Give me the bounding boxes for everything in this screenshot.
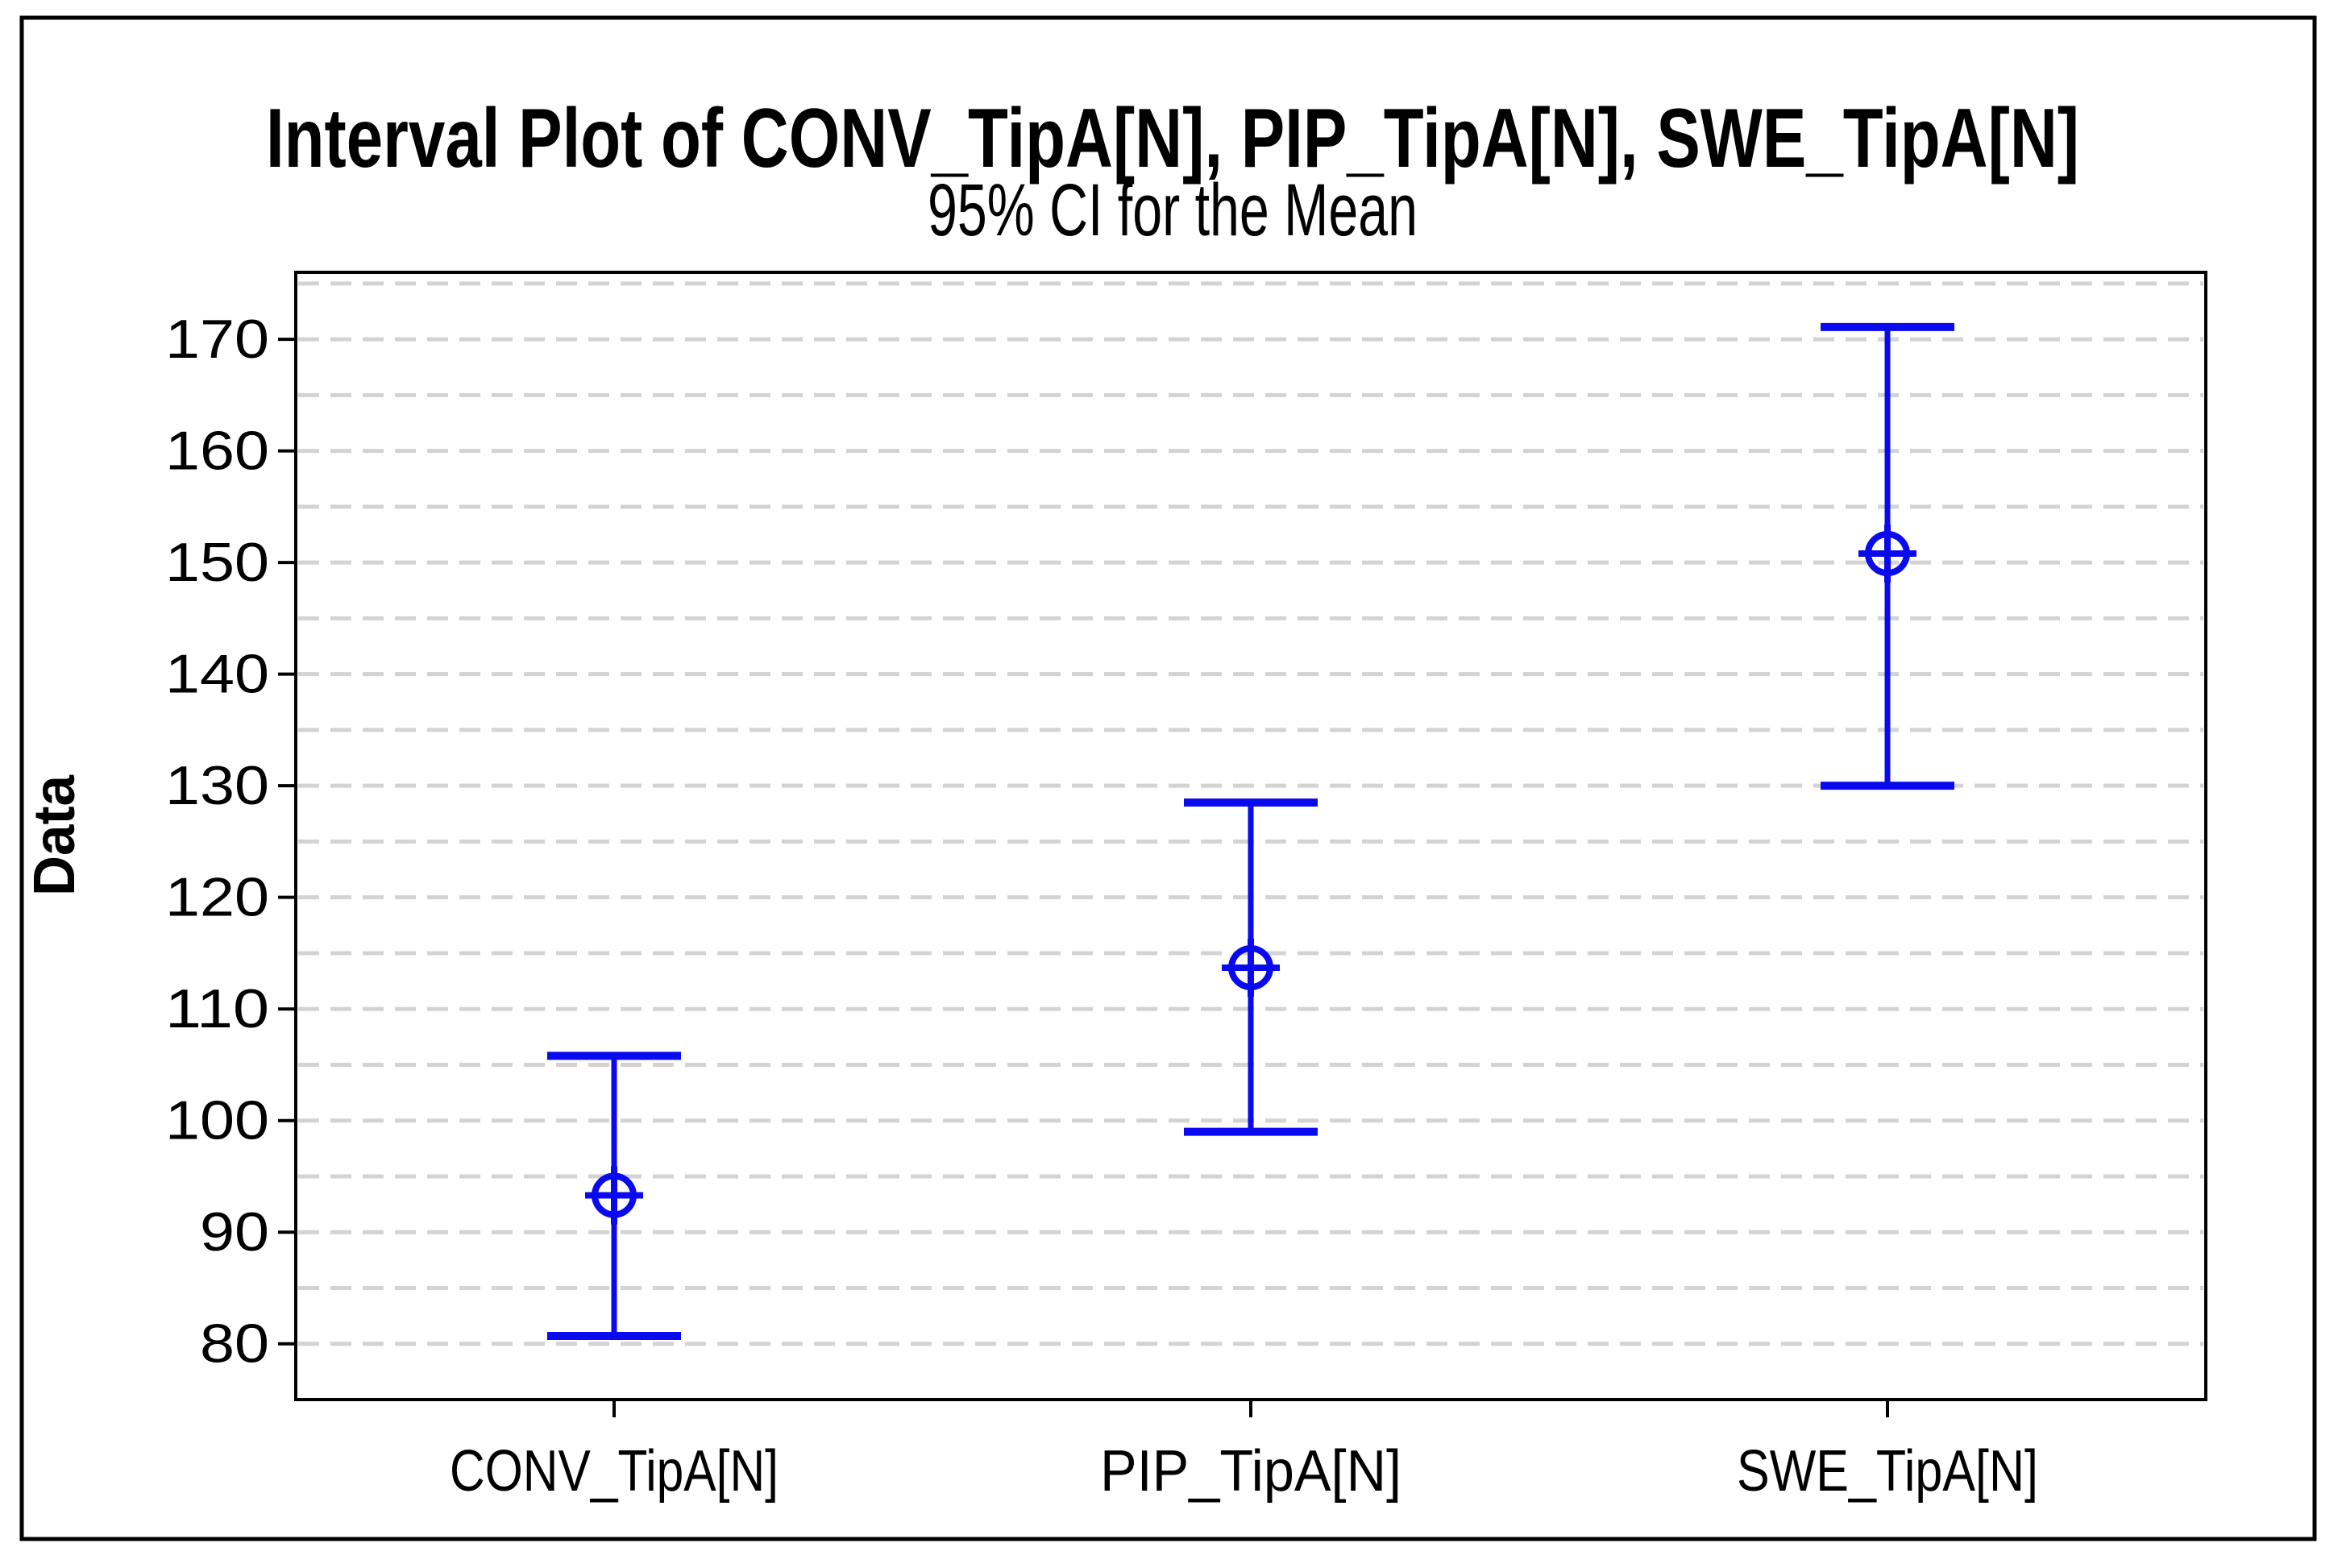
chart-title: Interval Plot of CONV_TipA[N], PIP_TipA[… [266, 92, 2079, 185]
y-axis-label: Data [23, 774, 87, 896]
x-tick-label-1: PIP_TipA[N] [1100, 1439, 1401, 1504]
interval-CONV_TipA[N] [547, 1052, 681, 1341]
x-tick-label-0: CONV_TipA[N] [450, 1439, 779, 1504]
plot-frame [294, 271, 2207, 1401]
y-tick-label-170: 170 [165, 309, 269, 370]
y-tick-label-90: 90 [200, 1201, 269, 1263]
x-tick-label-2: SWE_TipA[N] [1737, 1439, 2038, 1504]
y-tick-label-120: 120 [165, 867, 269, 928]
y-tick-label-130: 130 [165, 755, 269, 816]
y-tick-label-150: 150 [165, 532, 269, 593]
interval-PIP_TipA[N] [1184, 798, 1318, 1136]
figure-border [19, 15, 2317, 1541]
x-axis-ticks: CONV_TipA[N] PIP_TipA[N] SWE_TipA[N] [450, 1400, 2038, 1504]
y-axis-ticks: 80 90 100 110 120 130 140 150 160 170 [165, 309, 296, 1375]
y-tick-label-100: 100 [165, 1090, 269, 1151]
y-tick-label-80: 80 [200, 1313, 269, 1375]
interval-series [547, 322, 1954, 1341]
y-tick-label-160: 160 [165, 421, 269, 482]
y-tick-label-140: 140 [165, 644, 269, 705]
chart-subtitle: 95% CI for the Mean [928, 169, 1418, 251]
y-tick-label-110: 110 [165, 978, 269, 1039]
interval-SWE_TipA[N] [1821, 322, 1954, 790]
